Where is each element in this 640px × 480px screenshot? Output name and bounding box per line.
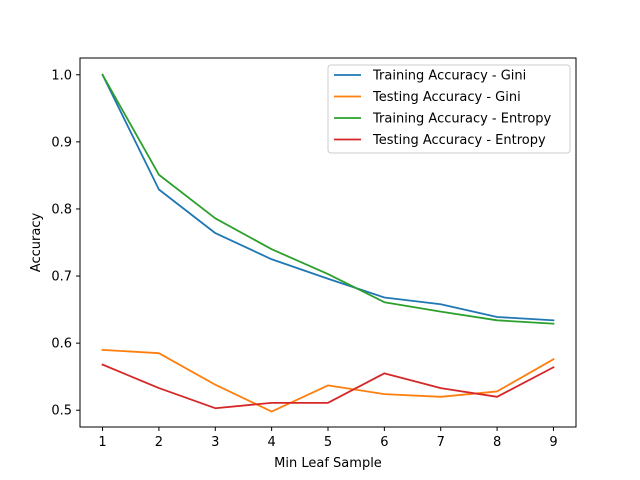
legend-box (327, 64, 571, 154)
series-line-1 (101, 73, 555, 322)
x-axis-label: Min Leaf Sample (274, 456, 382, 471)
y-tick-label: 0.7 (51, 270, 72, 285)
y-tick-label: 0.6 (51, 337, 72, 352)
legend-label-1: Training Accuracy - Gini (372, 69, 526, 84)
legend-label-4: Testing Accuracy - Entropy (372, 133, 546, 148)
x-tick-label: 7 (437, 435, 445, 450)
y-axis-label: Accuracy (29, 213, 44, 273)
x-tick-label: 4 (267, 435, 275, 450)
x-tick-label: 1 (98, 435, 106, 450)
x-tick-label: 8 (493, 435, 501, 450)
series-line-3 (101, 73, 555, 325)
x-tick-label: 5 (324, 435, 332, 450)
y-tick-label: 0.9 (51, 135, 72, 150)
legend-label-3: Training Accuracy - Entropy (372, 112, 552, 127)
x-tick-label: 2 (155, 435, 163, 450)
y-tick-label: 0.8 (51, 202, 72, 217)
x-tick-label: 3 (211, 435, 219, 450)
x-tick-label: 9 (549, 435, 557, 450)
y-tick-label: 0.5 (51, 404, 72, 419)
legend: Training Accuracy - Gini Testing Accuracy… (327, 64, 571, 154)
y-tick-label: 1.0 (51, 68, 72, 83)
series-line-4 (101, 363, 555, 410)
legend-label-2: Testing Accuracy - Gini (372, 90, 521, 105)
x-tick-label: 6 (380, 435, 388, 450)
